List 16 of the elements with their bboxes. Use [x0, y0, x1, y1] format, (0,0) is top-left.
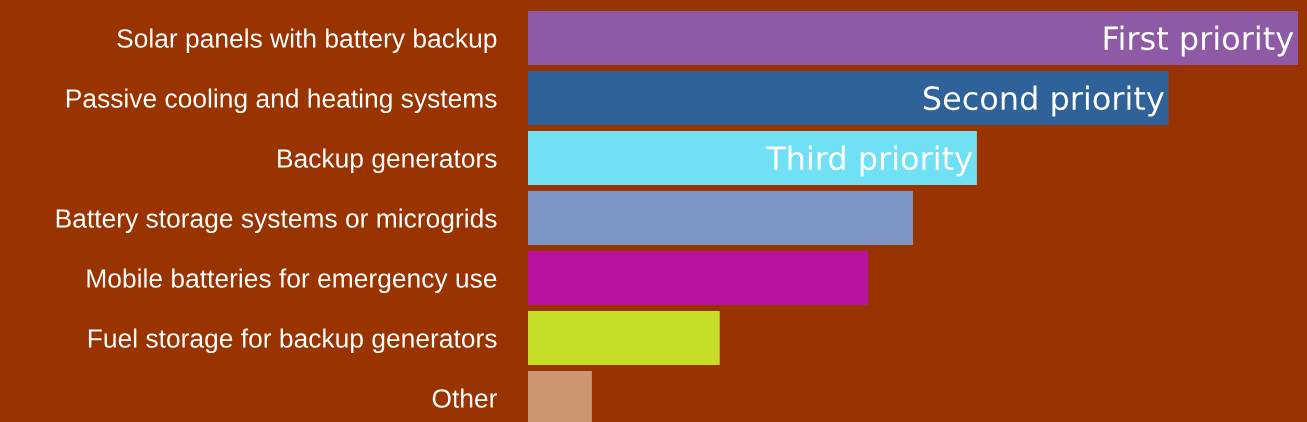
y-tick-label: Fuel storage for backup generators [88, 328, 497, 354]
bar [528, 71, 1169, 125]
y-tick-label: Solar panels with battery backup [117, 28, 497, 54]
bar [528, 311, 720, 365]
annotation: Second priority [923, 85, 1164, 117]
bar [528, 191, 913, 245]
bar [528, 251, 869, 305]
annotation: First priority [1104, 25, 1294, 57]
y-tick-label: Backup generators [278, 148, 497, 174]
y-tick-label: Other [432, 388, 498, 408]
y-tick-label: Mobile batteries for emergency use [87, 268, 497, 294]
bar [528, 131, 977, 185]
annotation: Third priority [766, 145, 973, 177]
bar [528, 11, 1298, 65]
y-tick-label: Battery storage systems or microgrids [56, 208, 497, 234]
y-tick-label: Passive cooling and heating systems [66, 88, 497, 114]
